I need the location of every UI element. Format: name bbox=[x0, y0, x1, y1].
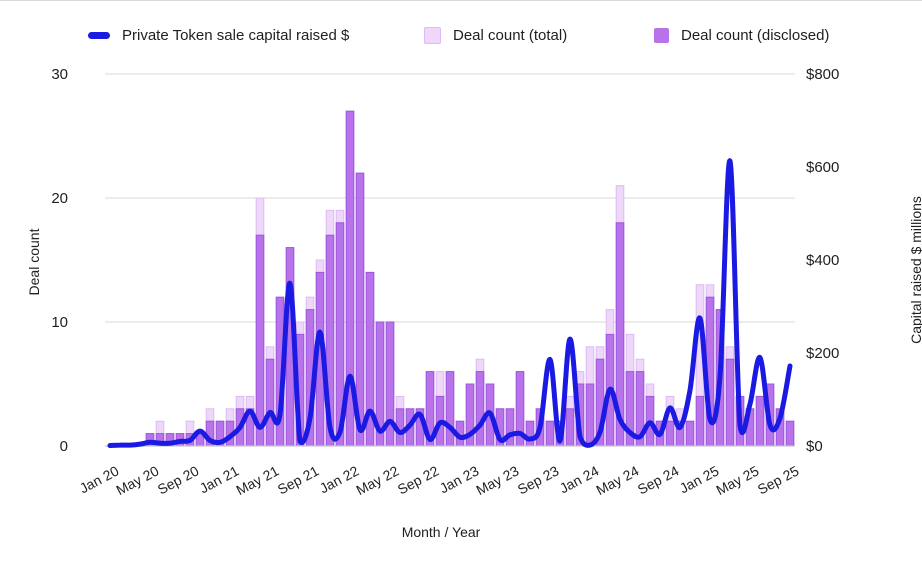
bar-disclosed bbox=[665, 420, 675, 447]
left-axis-tick-label: 30 bbox=[51, 66, 68, 83]
disclosed-series-swatch-icon bbox=[654, 27, 669, 43]
bar-disclosed bbox=[545, 420, 555, 447]
x-axis-tick-label: Sep 24 bbox=[635, 462, 682, 497]
bar-disclosed bbox=[755, 395, 765, 447]
bar-disclosed bbox=[475, 371, 485, 447]
x-axis-tick-label: May 23 bbox=[473, 462, 521, 498]
chart-legend: Private Token sale capital raised $ Deal… bbox=[0, 24, 922, 48]
x-axis-tick-label: Jan 23 bbox=[437, 462, 482, 496]
x-axis-tick-label: May 20 bbox=[113, 462, 161, 498]
x-axis-tick-label: Sep 25 bbox=[755, 462, 802, 497]
bar-disclosed bbox=[585, 383, 595, 447]
bar-disclosed bbox=[695, 395, 705, 447]
capital-raised-line bbox=[107, 158, 793, 449]
total-series-swatch-icon bbox=[424, 26, 441, 44]
bar-disclosed bbox=[725, 358, 735, 447]
window-top-border bbox=[0, 0, 922, 1]
bar-disclosed bbox=[525, 420, 535, 447]
right-axis-tick-label: $200 bbox=[806, 345, 839, 362]
x-axis-title: Month / Year bbox=[401, 524, 481, 540]
line-series-swatch-icon bbox=[88, 31, 110, 39]
right-axis-tick-label: $600 bbox=[806, 159, 839, 176]
x-axis-tick-label: Sep 20 bbox=[155, 462, 202, 497]
legend-label-deal-count-disclosed: Deal count (disclosed) bbox=[681, 26, 830, 44]
x-axis-tick-label: Jan 20 bbox=[77, 462, 122, 496]
x-axis-tick-label: May 22 bbox=[353, 462, 401, 498]
x-axis-tick-label: May 21 bbox=[233, 462, 281, 498]
x-axis-tick-label: Jan 22 bbox=[317, 462, 362, 496]
bar-disclosed bbox=[565, 408, 575, 447]
legend-item-capital-raised: Private Token sale capital raised $ bbox=[88, 24, 349, 46]
bar-disclosed bbox=[785, 420, 795, 447]
legend-item-deal-count-total: Deal count (total) bbox=[424, 24, 567, 46]
bar-disclosed bbox=[685, 420, 695, 447]
bar-disclosed bbox=[505, 408, 515, 447]
legend-label-capital-raised: Private Token sale capital raised $ bbox=[122, 26, 350, 44]
x-axis-tick-label: Sep 23 bbox=[515, 462, 562, 497]
legend-item-deal-count-disclosed: Deal count (disclosed) bbox=[654, 24, 829, 46]
bar-disclosed bbox=[445, 371, 455, 447]
left-axis-tick-label: 10 bbox=[51, 314, 68, 331]
right-axis-tick-label: $0 bbox=[806, 438, 823, 455]
right-axis-tick-label: $800 bbox=[806, 66, 839, 83]
bar-disclosed bbox=[255, 234, 265, 447]
left-axis-tick-label: 0 bbox=[60, 438, 68, 455]
x-axis-tick-label: Sep 22 bbox=[395, 462, 442, 497]
left-axis-tick-label: 20 bbox=[51, 190, 68, 207]
right-axis-tick-label: $400 bbox=[806, 252, 839, 269]
legend-label-deal-count-total: Deal count (total) bbox=[453, 26, 568, 44]
x-axis-tick-label: Jan 24 bbox=[557, 462, 602, 496]
x-axis-tick-label: May 24 bbox=[593, 462, 641, 498]
x-axis-tick-label: May 25 bbox=[713, 462, 761, 498]
x-axis-tick-label: Jan 21 bbox=[197, 462, 242, 496]
x-axis-tick-label: Sep 21 bbox=[275, 462, 322, 497]
x-axis-tick-label: Jan 25 bbox=[677, 462, 722, 496]
bar-disclosed bbox=[265, 358, 275, 447]
